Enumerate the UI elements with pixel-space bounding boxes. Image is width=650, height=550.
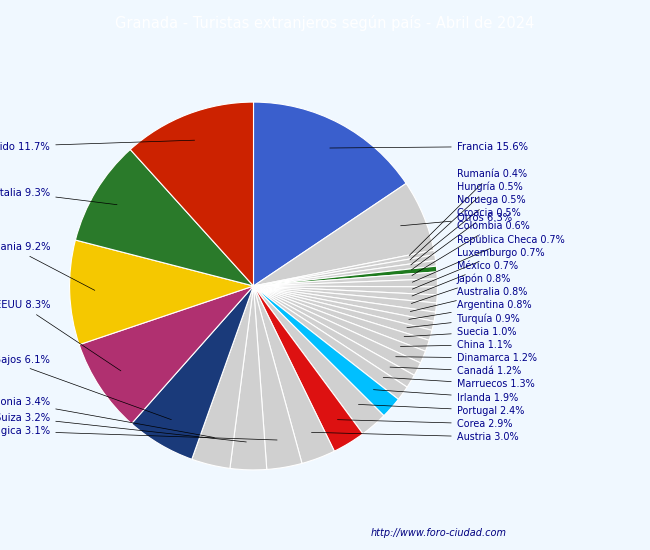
Text: Marruecos 1.3%: Marruecos 1.3% [384, 377, 534, 389]
Wedge shape [254, 286, 384, 434]
Text: Japón 0.8%: Japón 0.8% [411, 274, 511, 304]
Wedge shape [254, 250, 435, 286]
Wedge shape [254, 260, 436, 286]
Text: http://www.foro-ciudad.com: http://www.foro-ciudad.com [371, 528, 507, 538]
Wedge shape [254, 286, 437, 312]
Text: Italia 9.3%: Italia 9.3% [0, 188, 117, 205]
Text: Alemania 9.2%: Alemania 9.2% [0, 243, 95, 290]
Wedge shape [254, 286, 398, 416]
Wedge shape [79, 286, 254, 424]
Wedge shape [192, 286, 254, 469]
Text: Granada - Turistas extranjeros según país - Abril de 2024: Granada - Turistas extranjeros según paí… [115, 14, 535, 31]
Text: China 1.1%: China 1.1% [400, 340, 512, 350]
Text: Colombia 0.6%: Colombia 0.6% [412, 221, 530, 276]
Text: Rumanía 0.4%: Rumanía 0.4% [410, 169, 527, 256]
Text: Bélgica 3.1%: Bélgica 3.1% [0, 426, 277, 440]
Wedge shape [254, 286, 437, 295]
Wedge shape [254, 266, 437, 286]
Text: Canadá 1.2%: Canadá 1.2% [390, 366, 521, 376]
Wedge shape [254, 286, 302, 470]
Wedge shape [230, 286, 266, 470]
Wedge shape [254, 286, 437, 303]
Text: Otros 6.3%: Otros 6.3% [400, 213, 512, 226]
Text: Suiza 3.2%: Suiza 3.2% [0, 412, 246, 442]
Text: Francia 15.6%: Francia 15.6% [330, 141, 528, 152]
Wedge shape [254, 286, 414, 387]
Text: Australia 0.8%: Australia 0.8% [410, 287, 527, 311]
Text: Dinamarca 1.2%: Dinamarca 1.2% [396, 353, 537, 363]
Text: Luxemburgo 0.7%: Luxemburgo 0.7% [412, 248, 545, 289]
Wedge shape [254, 286, 429, 351]
Wedge shape [254, 184, 434, 286]
Text: Portugal 2.4%: Portugal 2.4% [358, 404, 524, 416]
Text: Argentina 0.8%: Argentina 0.8% [409, 300, 532, 320]
Text: Reino Unido 11.7%: Reino Unido 11.7% [0, 140, 194, 152]
Text: Irlanda 1.9%: Irlanda 1.9% [374, 389, 518, 403]
Text: Países Bajos 6.1%: Países Bajos 6.1% [0, 354, 172, 420]
Wedge shape [254, 255, 436, 286]
Text: Corea 2.9%: Corea 2.9% [337, 419, 512, 429]
Wedge shape [131, 286, 254, 459]
Text: Croacia 0.5%: Croacia 0.5% [411, 208, 521, 270]
Text: Turquía 0.9%: Turquía 0.9% [407, 314, 519, 328]
Wedge shape [254, 286, 363, 451]
Text: Noruega 0.5%: Noruega 0.5% [411, 195, 525, 265]
Wedge shape [254, 286, 421, 375]
Wedge shape [254, 286, 434, 331]
Text: Suecia 1.0%: Suecia 1.0% [404, 327, 516, 337]
Wedge shape [254, 272, 437, 286]
Wedge shape [254, 279, 437, 287]
Text: República Checa 0.7%: República Checa 0.7% [412, 234, 565, 282]
Wedge shape [254, 286, 334, 464]
Wedge shape [70, 240, 254, 345]
Text: México 0.7%: México 0.7% [412, 261, 518, 296]
Text: Polonia 3.4%: Polonia 3.4% [0, 397, 214, 438]
Wedge shape [254, 286, 407, 399]
Wedge shape [75, 150, 254, 286]
Wedge shape [254, 286, 432, 340]
Wedge shape [254, 102, 406, 286]
Text: Hungría 0.5%: Hungría 0.5% [410, 182, 523, 260]
Wedge shape [254, 286, 426, 363]
Wedge shape [130, 102, 254, 286]
Wedge shape [254, 286, 436, 321]
Text: Austria 3.0%: Austria 3.0% [311, 432, 519, 442]
Text: EEUU 8.3%: EEUU 8.3% [0, 300, 121, 371]
